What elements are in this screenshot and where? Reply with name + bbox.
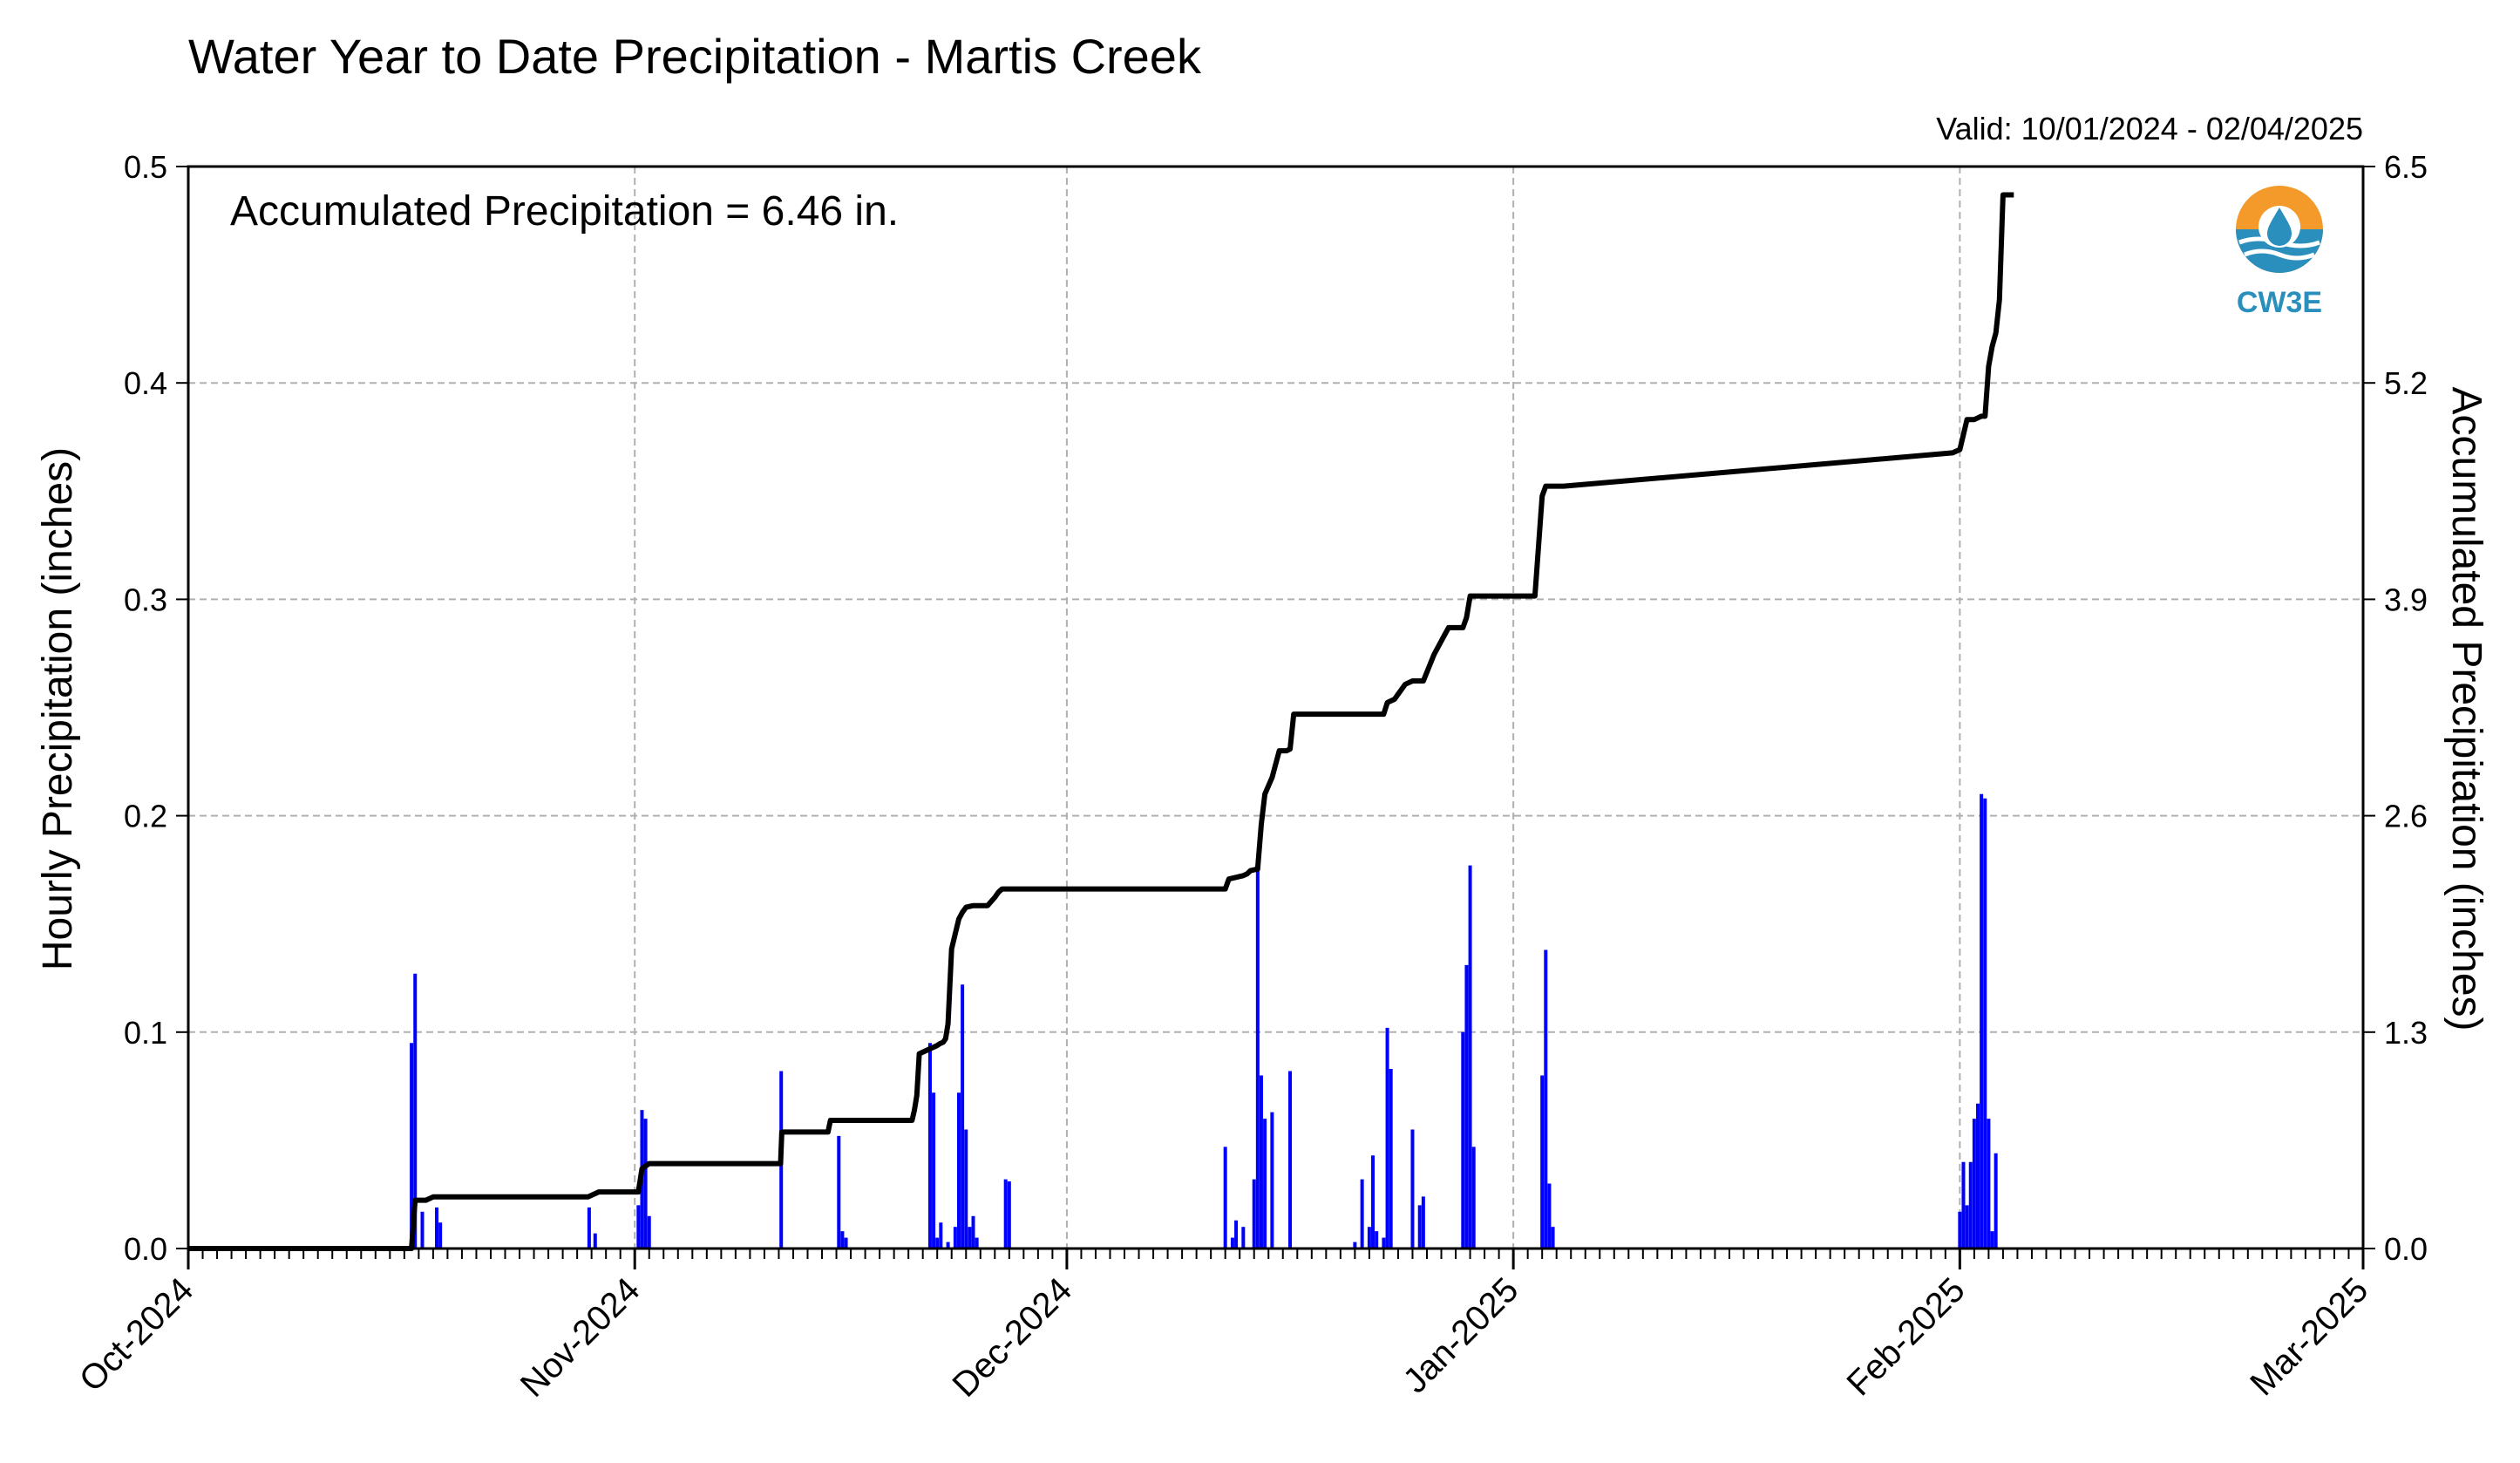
valid-range-text: Valid: 10/01/2024 - 02/04/2025 (1936, 111, 2363, 146)
y-tick-label-left: 0.4 (124, 365, 167, 401)
y-tick-label-right: 2.6 (2384, 799, 2428, 834)
y-tick-label-right: 5.2 (2384, 365, 2428, 401)
chart-title: Water Year to Date Precipitation - Marti… (188, 29, 1202, 84)
y-tick-label-right: 0.0 (2384, 1231, 2428, 1267)
y-tick-label-left: 0.0 (124, 1231, 167, 1267)
y-tick-label-left: 0.5 (124, 149, 167, 185)
y-tick-label-left: 0.2 (124, 799, 167, 834)
y-tick-label-left: 0.3 (124, 582, 167, 617)
logo-text: CW3E (2237, 286, 2322, 319)
y-tick-label-right: 1.3 (2384, 1015, 2428, 1051)
right-axis-label: Accumulated Precipitation (inches) (2443, 386, 2489, 1031)
x-tick-label: Nov-2024 (513, 1270, 648, 1405)
x-tick-label: Dec-2024 (946, 1270, 1080, 1405)
y-tick-label-right: 6.5 (2384, 149, 2428, 185)
x-tick-label: Feb-2025 (1840, 1270, 1973, 1403)
left-axis-label: Hourly Precipitation (inches) (35, 447, 81, 970)
x-tick-label: Oct-2024 (72, 1270, 200, 1398)
y-tick-label-left: 0.1 (124, 1015, 167, 1051)
cw3e-logo: CW3E (2227, 181, 2332, 321)
x-tick-label: Jan-2025 (1396, 1270, 1525, 1400)
accumulated-annotation: Accumulated Precipitation = 6.46 in. (230, 188, 899, 235)
x-tick-label: Mar-2025 (2243, 1270, 2375, 1403)
plot-frame (187, 165, 2365, 1250)
y-tick-label-right: 3.9 (2384, 582, 2428, 617)
accumulated-precip-line (188, 192, 2014, 1251)
